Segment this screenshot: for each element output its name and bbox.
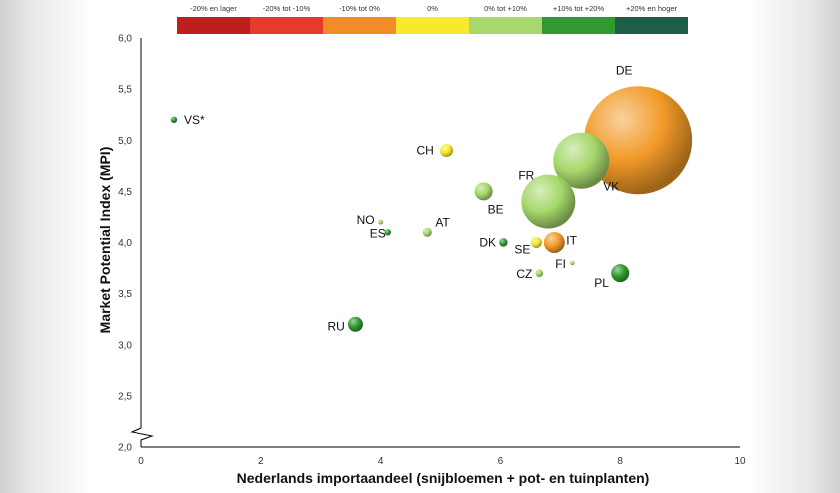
y-tick-label: 5,5 — [118, 85, 132, 96]
bubble-se — [530, 237, 542, 248]
point-label: FR — [518, 169, 534, 183]
legend-swatch — [542, 17, 615, 34]
bubble-fr — [521, 174, 576, 229]
legend-label: -20% en lager — [190, 4, 237, 13]
point-label: ES — [370, 226, 386, 240]
point-label: VS* — [184, 113, 205, 127]
y-tick-label: 3,5 — [118, 289, 132, 300]
point-label: SE — [514, 243, 530, 257]
point-label: FI — [555, 257, 566, 271]
point-label: NO — [357, 213, 375, 227]
point-label: AT — [435, 215, 450, 229]
legend-label: -10% tot 0% — [339, 4, 380, 13]
legend-label: +20% en hoger — [626, 4, 678, 13]
right-blur-margin — [748, 0, 840, 493]
y-tick-label: 4,0 — [118, 238, 132, 249]
point-label: VK — [603, 180, 619, 194]
bubble-be — [474, 182, 493, 201]
legend-label: 0% — [427, 4, 438, 13]
legend: -20% en lager -20% tot -10% -10% tot 0% 0% 0… — [177, 4, 688, 34]
bubble-cz — [535, 269, 544, 277]
x-tick-label: 10 — [734, 456, 746, 467]
legend-swatch — [396, 17, 469, 34]
x-tick-label: 6 — [498, 456, 504, 467]
bubble-at — [422, 227, 432, 237]
legend-label: 0% tot +10% — [484, 4, 527, 13]
bubble-dk — [499, 238, 508, 247]
bubble-vs — [170, 116, 178, 124]
point-label: RU — [327, 319, 344, 333]
point-label: DE — [616, 63, 633, 77]
y-tick-label: 3,0 — [118, 340, 132, 351]
x-ticks: 0 2 4 6 8 10 — [138, 456, 746, 467]
bubble-it — [543, 232, 565, 253]
legend-swatch — [615, 17, 688, 34]
y-axis-break — [130, 427, 154, 447]
bubble-fi — [570, 260, 575, 266]
y-axis-title: Market Potential Index (MPI) — [97, 147, 113, 334]
left-blur-margin — [0, 0, 92, 493]
bubble-ru — [347, 316, 363, 332]
bubble-ch — [439, 143, 453, 157]
bubble-es — [384, 229, 391, 236]
legend-swatch — [469, 17, 542, 34]
point-label: PL — [594, 276, 609, 290]
bubble-pl — [611, 264, 630, 283]
bubble-no — [378, 219, 384, 225]
y-ticks: 2,0 2,5 3,0 3,5 4,0 4,5 5,0 5,5 6,0 — [118, 34, 132, 454]
y-tick-label: 2,5 — [118, 391, 132, 402]
legend-swatch — [323, 17, 396, 34]
point-label: IT — [566, 234, 577, 248]
y-tick-label: 6,0 — [118, 34, 132, 45]
point-label: CH — [416, 143, 433, 157]
x-tick-label: 4 — [378, 456, 384, 467]
bubbles — [170, 86, 693, 332]
y-tick-label: 2,0 — [118, 443, 132, 454]
y-tick-label: 4,5 — [118, 187, 132, 198]
axes — [130, 38, 740, 448]
x-axis-title: Nederlands importaandeel (snijbloemen + … — [237, 470, 650, 486]
bubble-vk — [553, 132, 610, 189]
legend-label: +10% tot +20% — [553, 4, 605, 13]
x-tick-label: 8 — [617, 456, 623, 467]
bubble-de — [584, 86, 693, 195]
y-tick-label: 5,0 — [118, 136, 132, 147]
point-label: CZ — [516, 267, 532, 281]
legend-label: -20% tot -10% — [263, 4, 311, 13]
point-label: DK — [479, 236, 496, 250]
x-tick-label: 0 — [138, 456, 144, 467]
legend-swatch — [177, 17, 250, 34]
legend-swatch — [250, 17, 323, 34]
x-tick-label: 2 — [258, 456, 264, 467]
point-label: BE — [488, 202, 504, 216]
